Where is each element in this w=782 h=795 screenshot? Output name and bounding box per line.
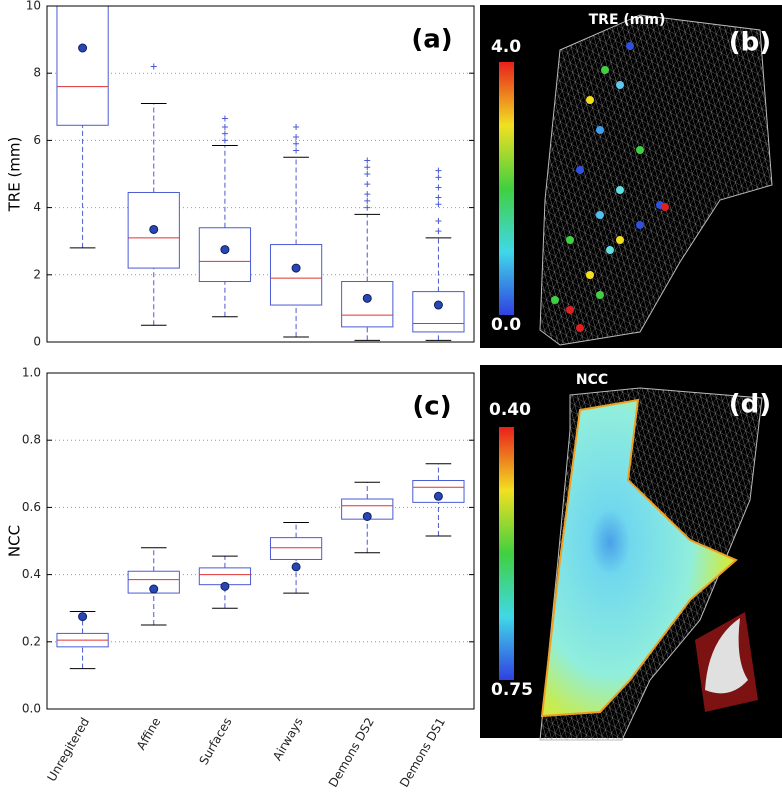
colorbar-top: 0.40 <box>489 400 531 420</box>
y-tick-label: 0.8 <box>22 433 41 447</box>
flier <box>221 130 228 137</box>
mean <box>291 263 301 273</box>
flier <box>364 171 371 177</box>
box <box>56 6 109 126</box>
mean <box>362 511 372 521</box>
box <box>198 227 252 283</box>
panel-label: (b) <box>729 28 771 58</box>
y-axis-label: NCC <box>6 525 24 557</box>
image-title: TRE (mm) <box>589 12 666 28</box>
ncc-surface <box>540 398 738 718</box>
colorbar <box>499 427 514 680</box>
axes-frame <box>46 5 475 343</box>
colorbar-bottom: 0.75 <box>491 680 533 700</box>
y-tick-label: 4 <box>33 200 41 214</box>
panel-label: (d) <box>729 390 771 420</box>
colorbar <box>499 62 514 315</box>
y-tick-label: 8 <box>33 66 41 80</box>
image-title: NCC <box>576 372 608 388</box>
flier <box>435 174 442 181</box>
box <box>412 480 465 503</box>
flier <box>150 63 157 70</box>
mean <box>220 245 230 255</box>
y-tick-label: 0.6 <box>22 500 41 514</box>
y-tick-label: 0.4 <box>22 567 41 581</box>
plot-area <box>56 6 465 341</box>
flier <box>364 197 371 204</box>
y-tick-label: 6 <box>33 133 41 147</box>
x-tick-label: Surfaces <box>196 715 234 767</box>
panel-label: (c) <box>412 392 451 422</box>
flier <box>364 164 371 171</box>
flier <box>293 147 300 154</box>
flier <box>435 194 442 201</box>
box <box>269 244 323 306</box>
flier <box>293 140 300 147</box>
flier <box>221 115 228 122</box>
flier <box>221 123 228 130</box>
box <box>341 281 394 328</box>
landmark-dots <box>551 42 669 332</box>
y-axis-label: TRE (mm) <box>6 137 24 213</box>
x-tick-label: Unregitered <box>45 715 93 784</box>
mesh <box>539 14 773 346</box>
lung-icon <box>695 612 758 712</box>
y-tick-label: 0.0 <box>22 702 41 716</box>
mean <box>291 562 301 572</box>
flier <box>293 134 300 141</box>
flier <box>435 228 442 235</box>
flier <box>435 167 442 174</box>
mean <box>149 224 159 234</box>
y-tick-label: 0.2 <box>22 634 41 648</box>
flier <box>435 218 442 225</box>
box <box>412 291 465 333</box>
flier <box>364 181 371 188</box>
flier <box>293 123 300 130</box>
flier <box>364 204 371 211</box>
y-tick-label: 10 <box>26 0 41 13</box>
y-tick-label: 1.0 <box>22 366 41 380</box>
x-tick-label: Demons DS2 <box>326 715 377 789</box>
axes-frame <box>46 372 475 710</box>
mean <box>78 612 88 622</box>
y-tick-label: 2 <box>33 267 41 281</box>
mean <box>433 491 443 501</box>
x-tick-label: Airways <box>270 715 306 763</box>
x-tick-label: Affine <box>134 715 164 752</box>
mean <box>149 584 159 594</box>
panel-label: (a) <box>411 25 452 55</box>
colorbar-top: 4.0 <box>491 37 521 57</box>
mean <box>78 43 88 53</box>
plot-area <box>56 463 465 670</box>
flier <box>364 157 371 164</box>
flier <box>435 201 442 208</box>
flier <box>221 137 228 144</box>
mean <box>433 300 443 310</box>
x-tick-label: Demons DS1 <box>397 715 448 789</box>
mean <box>220 581 230 591</box>
flier <box>435 184 442 191</box>
y-tick-label: 0 <box>33 335 41 349</box>
mean <box>362 293 372 303</box>
flier <box>364 191 371 198</box>
box <box>269 537 323 560</box>
colorbar-bottom: 0.0 <box>491 315 521 335</box>
